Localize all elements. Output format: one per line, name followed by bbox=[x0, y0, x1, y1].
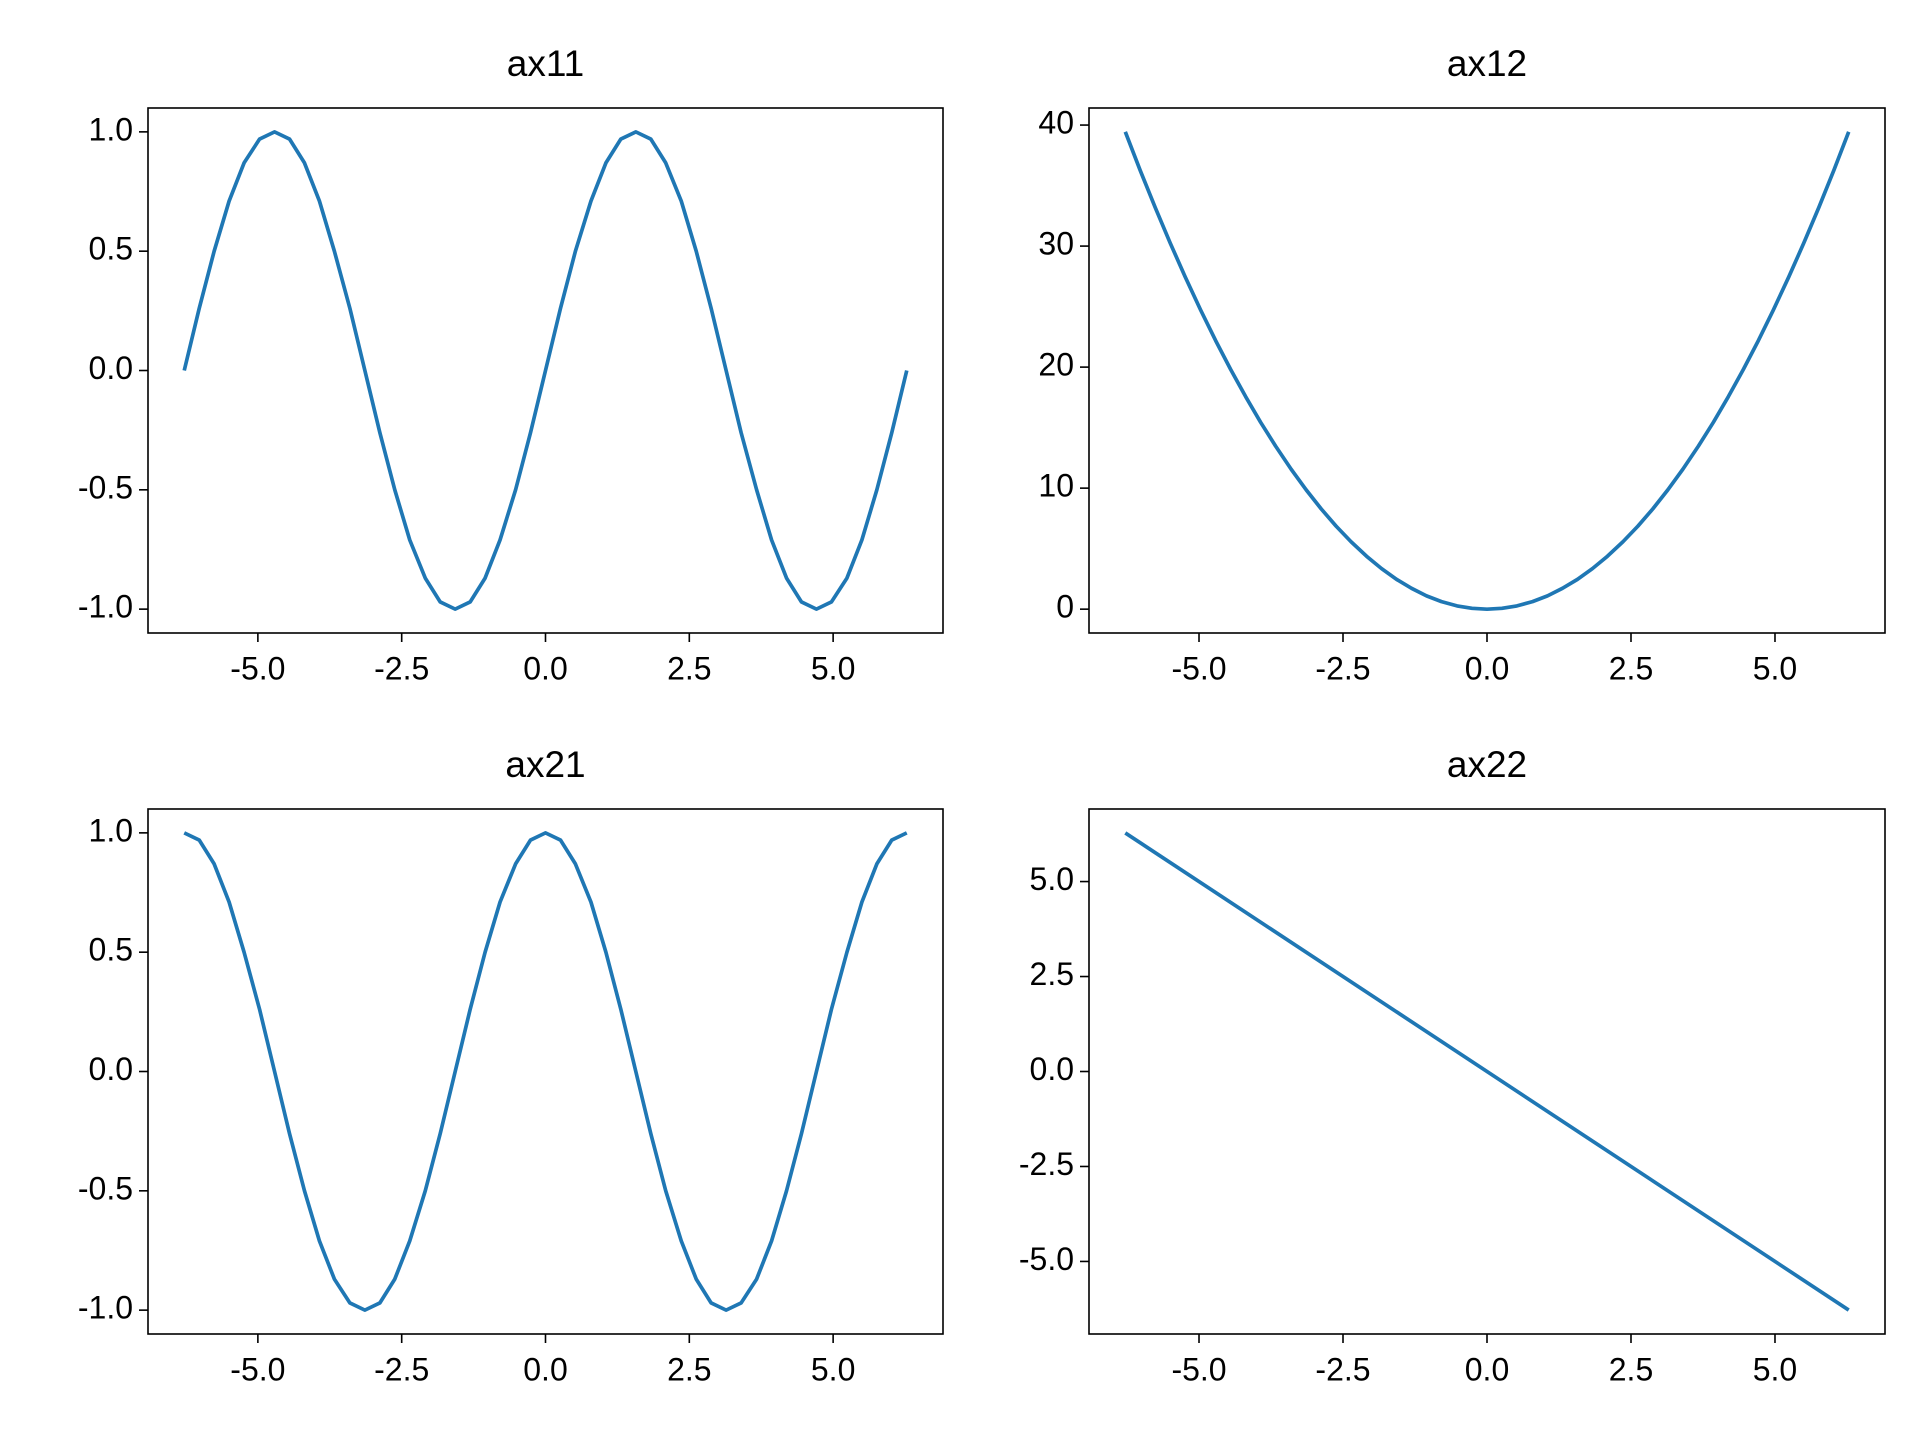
y-tick-label: 5.0 bbox=[1030, 861, 1074, 897]
y-tick-label: 0.5 bbox=[89, 231, 133, 267]
axes-frame bbox=[1088, 107, 1886, 634]
y-tick-label: 0.5 bbox=[89, 932, 133, 968]
axes-frame bbox=[147, 808, 944, 1335]
y-tick-label: 20 bbox=[1038, 347, 1074, 383]
y-tick-label: 0.0 bbox=[89, 350, 133, 386]
y-tick-label: -0.5 bbox=[78, 469, 133, 505]
x-tick-label: 5.0 bbox=[1753, 650, 1797, 686]
x-tick-label: 2.5 bbox=[667, 650, 711, 686]
data-line bbox=[1124, 831, 1850, 1312]
x-tick-label: -5.0 bbox=[230, 1351, 285, 1387]
y-tick-label: 2.5 bbox=[1030, 956, 1074, 992]
x-tick-label: -2.5 bbox=[374, 1351, 429, 1387]
y-tick-label: -1.0 bbox=[78, 1290, 133, 1326]
subplot-title: ax21 bbox=[505, 744, 585, 785]
x-tick-label: 2.5 bbox=[1609, 650, 1653, 686]
x-tick-label: -2.5 bbox=[374, 650, 429, 686]
x-tick-label: 0.0 bbox=[523, 650, 567, 686]
y-tick-label: 10 bbox=[1038, 468, 1074, 504]
y-tick-label: -1.0 bbox=[78, 589, 133, 625]
x-tick-label: -2.5 bbox=[1315, 650, 1370, 686]
y-tick-label: 1.0 bbox=[89, 812, 133, 848]
data-line bbox=[182, 130, 909, 611]
y-tick-label: -0.5 bbox=[78, 1170, 133, 1206]
y-tick-label: 0 bbox=[1056, 589, 1074, 625]
subplot-title: ax11 bbox=[507, 43, 585, 84]
subplot-title: ax12 bbox=[1447, 43, 1527, 84]
axes-frame bbox=[1088, 808, 1886, 1335]
y-tick-label: -5.0 bbox=[1019, 1241, 1074, 1277]
x-tick-label: -5.0 bbox=[230, 650, 285, 686]
y-tick-label: -2.5 bbox=[1019, 1146, 1074, 1182]
x-tick-label: 0.0 bbox=[1465, 1351, 1509, 1387]
x-tick-label: 0.0 bbox=[1465, 650, 1509, 686]
y-tick-label: 30 bbox=[1038, 226, 1074, 262]
x-tick-label: 5.0 bbox=[811, 650, 855, 686]
y-tick-label: 0.0 bbox=[89, 1051, 133, 1087]
x-tick-label: 2.5 bbox=[1609, 1351, 1653, 1387]
y-tick-label: 1.0 bbox=[89, 111, 133, 147]
x-tick-label: -5.0 bbox=[1171, 650, 1226, 686]
axes-frame bbox=[147, 107, 944, 634]
x-tick-label: 5.0 bbox=[1753, 1351, 1797, 1387]
x-tick-label: -2.5 bbox=[1315, 1351, 1370, 1387]
x-tick-label: -5.0 bbox=[1171, 1351, 1226, 1387]
x-tick-label: 5.0 bbox=[811, 1351, 855, 1387]
x-tick-label: 2.5 bbox=[667, 1351, 711, 1387]
y-tick-label: 0.0 bbox=[1030, 1051, 1074, 1087]
subplot-title: ax22 bbox=[1447, 744, 1527, 785]
data-line bbox=[183, 831, 908, 1312]
data-line bbox=[1123, 131, 1851, 612]
y-tick-label: 40 bbox=[1038, 105, 1074, 141]
x-tick-label: 0.0 bbox=[523, 1351, 567, 1387]
